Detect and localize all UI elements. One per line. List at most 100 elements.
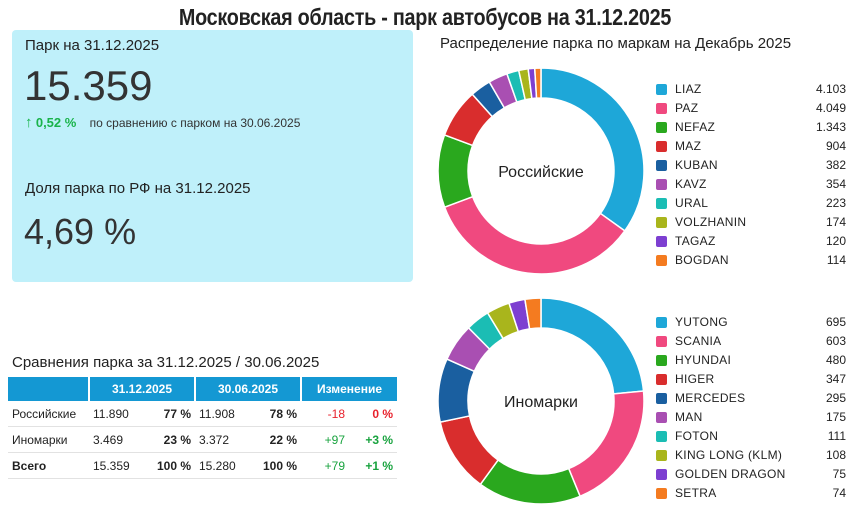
- legend-item: URAL 223: [656, 196, 846, 215]
- cell-percent: 100 %: [151, 452, 195, 479]
- legend-item: KAVZ 354: [656, 177, 846, 196]
- legend-label: MAN: [675, 410, 703, 424]
- legend-label: KING LONG (KLM): [675, 448, 783, 462]
- legend-item: YUTONG 695: [656, 315, 846, 334]
- legend-value: 695: [825, 315, 846, 329]
- legend-swatch: [656, 103, 667, 114]
- legend-item: KING LONG (KLM) 108: [656, 448, 846, 467]
- slice-hyundai: [479, 458, 582, 505]
- legend-item: KUBAN 382: [656, 158, 846, 177]
- legend-swatch: [656, 141, 667, 152]
- park-value: 15.359: [24, 62, 153, 109]
- legend-label: SETRA: [675, 486, 717, 500]
- row-label: Всего: [8, 452, 89, 479]
- legend-swatch: [656, 469, 667, 480]
- legend-item: HYUNDAI 480: [656, 353, 846, 372]
- legend-label: VOLZHANIN: [675, 215, 747, 229]
- legend-swatch: [656, 412, 667, 423]
- legend-value: 382: [825, 158, 846, 172]
- legend-swatch: [656, 374, 667, 385]
- slice-bogdan: [533, 67, 542, 99]
- slice-scania: [567, 390, 645, 498]
- legend-value: 904: [825, 139, 846, 153]
- table-row: Иномарки 3.469 23 % 3.372 22 % +97 +3 %: [8, 426, 397, 453]
- legend-value: 108: [825, 448, 846, 462]
- row-label: Иномарки: [8, 426, 89, 453]
- legend-item: FOTON 111: [656, 429, 846, 448]
- legend-value: 74: [832, 486, 846, 500]
- cell-percent: 77 %: [151, 401, 195, 427]
- legend-value: 174: [825, 215, 846, 229]
- legend-value: 114: [826, 253, 846, 267]
- cell-value: 15.280: [195, 452, 258, 479]
- table-header-change: Изменение: [300, 377, 397, 401]
- cell-change-value: -18: [301, 401, 349, 427]
- cell-value: 11.890: [89, 401, 152, 427]
- legend-swatch: [656, 198, 667, 209]
- legend-label: URAL: [675, 196, 709, 210]
- legend-label: NEFAZ: [675, 120, 716, 134]
- share-label: Доля парка по РФ на 31.12.2025: [25, 180, 251, 197]
- legend-label: HYUNDAI: [675, 353, 732, 367]
- slice-yutong: [540, 297, 645, 395]
- legend-russian: LIAZ 4.103 PAZ 4.049 NEFAZ 1.343 MAZ 904 KUBAN 38…: [656, 82, 846, 277]
- donut-center-label: Российские: [498, 164, 584, 181]
- legend-swatch: [656, 84, 667, 95]
- legend-swatch: [656, 217, 667, 228]
- legend-value: 75: [832, 467, 846, 481]
- table-header-blank: [8, 377, 89, 401]
- legend-value: 120: [825, 234, 846, 248]
- page-title: Московская область - парк автобусов на 3…: [178, 4, 672, 30]
- cell-change-value: +97: [301, 426, 349, 453]
- table-row-total: Всего 15.359 100 % 15.280 100 % +79 +1 %: [8, 452, 397, 479]
- legend-label: KUBAN: [675, 158, 718, 172]
- legend-label: PAZ: [675, 101, 699, 115]
- table-header-row: 31.12.2025 30.06.2025 Изменение: [8, 377, 397, 401]
- cell-change-value: +79: [301, 452, 349, 479]
- legend-value: 1.343: [815, 120, 846, 134]
- legend-label: MAZ: [675, 139, 702, 153]
- park-change: ↑ 0,52 % по сравнению с парком на 30.06.…: [25, 114, 300, 131]
- change-percent: 0,52 %: [35, 115, 77, 130]
- legend-swatch: [656, 160, 667, 171]
- legend-item: HIGER 347: [656, 372, 846, 391]
- legend-swatch: [656, 450, 667, 461]
- comparison-table-title: Сравнения парка за 31.12.2025 / 30.06.20…: [12, 354, 320, 371]
- slice-paz: [443, 195, 626, 275]
- legend-swatch: [656, 336, 667, 347]
- table-header-date1: 31.12.2025: [88, 377, 195, 401]
- legend-swatch: [656, 255, 667, 266]
- cell-value: 15.359: [89, 452, 152, 479]
- arrow-up-icon: ↑: [25, 114, 33, 131]
- legend-label: HIGER: [675, 372, 715, 386]
- legend-item: PAZ 4.049: [656, 101, 846, 120]
- chart-title: Распределение парка по маркам на Декабрь…: [440, 35, 792, 52]
- table-row: Российские 11.890 77 % 11.908 78 % -18 0…: [8, 401, 397, 427]
- legend-label: FOTON: [675, 429, 719, 443]
- donut-center-label: Иномарки: [504, 394, 578, 411]
- legend-item: SETRA 74: [656, 486, 846, 505]
- legend-value: 347: [825, 372, 846, 386]
- cell-percent: 100 %: [257, 452, 301, 479]
- legend-value: 4.103: [815, 82, 846, 96]
- legend-swatch: [656, 431, 667, 442]
- legend-swatch: [656, 393, 667, 404]
- slice-nefaz: [437, 133, 474, 209]
- legend-item: SCANIA 603: [656, 334, 846, 353]
- kpi-panel: Парк на 31.12.2025 15.359 ↑ 0,52 % по ср…: [12, 30, 413, 282]
- legend-item: NEFAZ 1.343: [656, 120, 846, 139]
- legend-item: VOLZHANIN 174: [656, 215, 846, 234]
- donut-chart-russian: Российские: [437, 67, 645, 275]
- legend-item: MAN 175: [656, 410, 846, 429]
- legend-label: MERCEDES: [675, 391, 746, 405]
- legend-foreign: YUTONG 695 SCANIA 603 HYUNDAI 480 HIGER 347 MERC…: [656, 315, 846, 510]
- legend-swatch: [656, 122, 667, 133]
- legend-label: TAGAZ: [675, 234, 716, 248]
- legend-label: KAVZ: [675, 177, 707, 191]
- legend-swatch: [656, 317, 667, 328]
- cell-percent: 23 %: [151, 426, 195, 453]
- legend-swatch: [656, 355, 667, 366]
- cell-change-percent: 0 %: [349, 401, 397, 427]
- legend-value: 4.049: [815, 101, 846, 115]
- legend-label: BOGDAN: [675, 253, 729, 267]
